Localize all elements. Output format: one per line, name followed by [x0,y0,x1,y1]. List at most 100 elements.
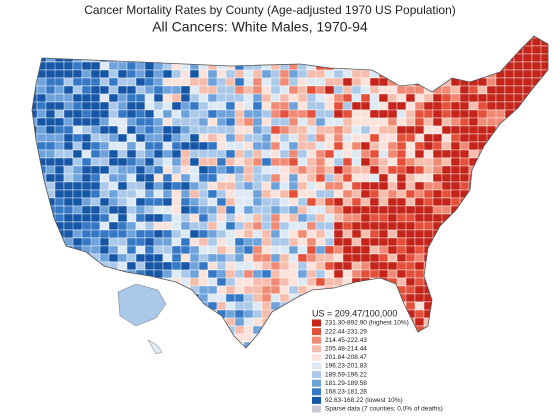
county [162,333,173,343]
county [153,53,164,63]
county [504,45,515,55]
county [63,285,83,295]
county [225,309,236,319]
county [441,301,452,311]
county [540,149,548,159]
county [63,269,83,279]
county [531,301,542,311]
county [117,173,128,183]
county [72,61,83,71]
county [468,117,479,127]
county [126,101,137,111]
county [504,149,515,159]
title: Cancer Mortality Rates by County (Age-ad… [84,3,456,17]
county [189,61,200,71]
county [450,61,461,71]
county [540,253,548,263]
county [261,125,272,135]
county [90,213,101,223]
county [306,109,317,119]
county [253,350,262,358]
county [243,173,254,183]
county [54,36,65,39]
county [342,53,353,63]
county [198,333,209,343]
county [513,197,524,207]
county [162,181,173,191]
county [450,333,461,343]
county [171,261,182,271]
county [288,269,299,279]
county [504,125,524,135]
county [423,213,434,223]
county [54,309,65,319]
county [45,125,56,135]
county [432,285,452,295]
county [370,350,379,358]
county [54,77,65,87]
county [180,133,191,143]
county [99,61,110,71]
county [550,230,559,238]
county [108,45,119,55]
county [234,37,245,47]
county [270,317,281,327]
county [126,77,137,87]
county [531,317,542,327]
county [225,85,236,95]
county [324,213,335,223]
county [315,277,326,287]
county [468,101,479,111]
county [90,341,101,348]
county [486,189,506,199]
county [396,117,407,127]
county [270,141,281,151]
county [405,101,416,111]
county [180,261,191,271]
county [540,285,548,295]
county [171,189,182,199]
county [432,309,452,319]
county [550,350,560,358]
county [234,117,245,127]
county [234,253,245,263]
county [162,237,173,247]
legend-label: 214.45-222.43 [325,337,367,344]
county [378,149,389,159]
county [162,229,173,239]
county [351,237,362,247]
county [369,53,380,63]
county [261,309,272,319]
county [117,37,128,47]
county [369,157,380,167]
county [171,221,182,231]
county [396,229,407,239]
county [396,36,407,39]
county [450,53,470,63]
county [387,157,398,167]
county [234,53,254,63]
county [297,293,308,303]
county [198,117,209,127]
county [189,261,200,271]
county [135,237,146,247]
county [288,93,299,103]
county [432,37,443,47]
county [459,237,470,247]
county [279,333,290,343]
county [459,213,470,223]
county [99,109,110,119]
county [32,197,47,207]
county [550,142,559,150]
legend-label: 231.30-892.90 (highest 10%) [325,320,409,327]
county [486,293,497,303]
county [459,45,470,55]
county [504,69,515,79]
county [477,341,488,348]
county [252,109,263,119]
county [522,165,533,175]
county [54,141,65,151]
county [81,173,92,183]
county [550,102,559,110]
county [550,310,559,318]
